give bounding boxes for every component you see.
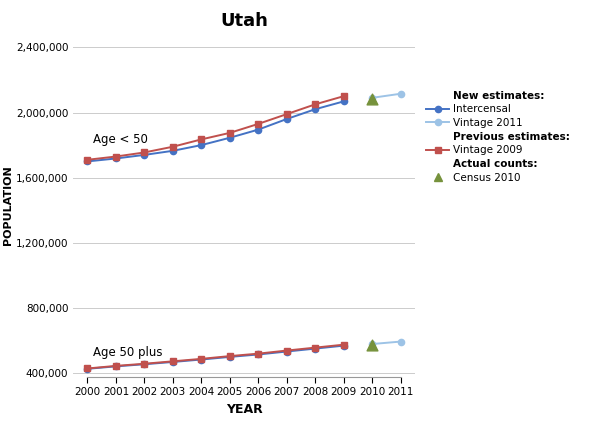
Text: Age < 50: Age < 50 xyxy=(93,134,148,146)
Point xyxy=(367,342,377,349)
Legend: New estimates:, Intercensal, Vintage 2011, Previous estimates:, Vintage 2009, Ac: New estimates:, Intercensal, Vintage 201… xyxy=(426,91,570,183)
X-axis label: YEAR: YEAR xyxy=(226,403,262,416)
Title: Utah: Utah xyxy=(220,12,268,30)
Y-axis label: POPULATION: POPULATION xyxy=(3,166,13,245)
Point xyxy=(367,96,377,103)
Text: Age 50 plus: Age 50 plus xyxy=(93,346,163,359)
